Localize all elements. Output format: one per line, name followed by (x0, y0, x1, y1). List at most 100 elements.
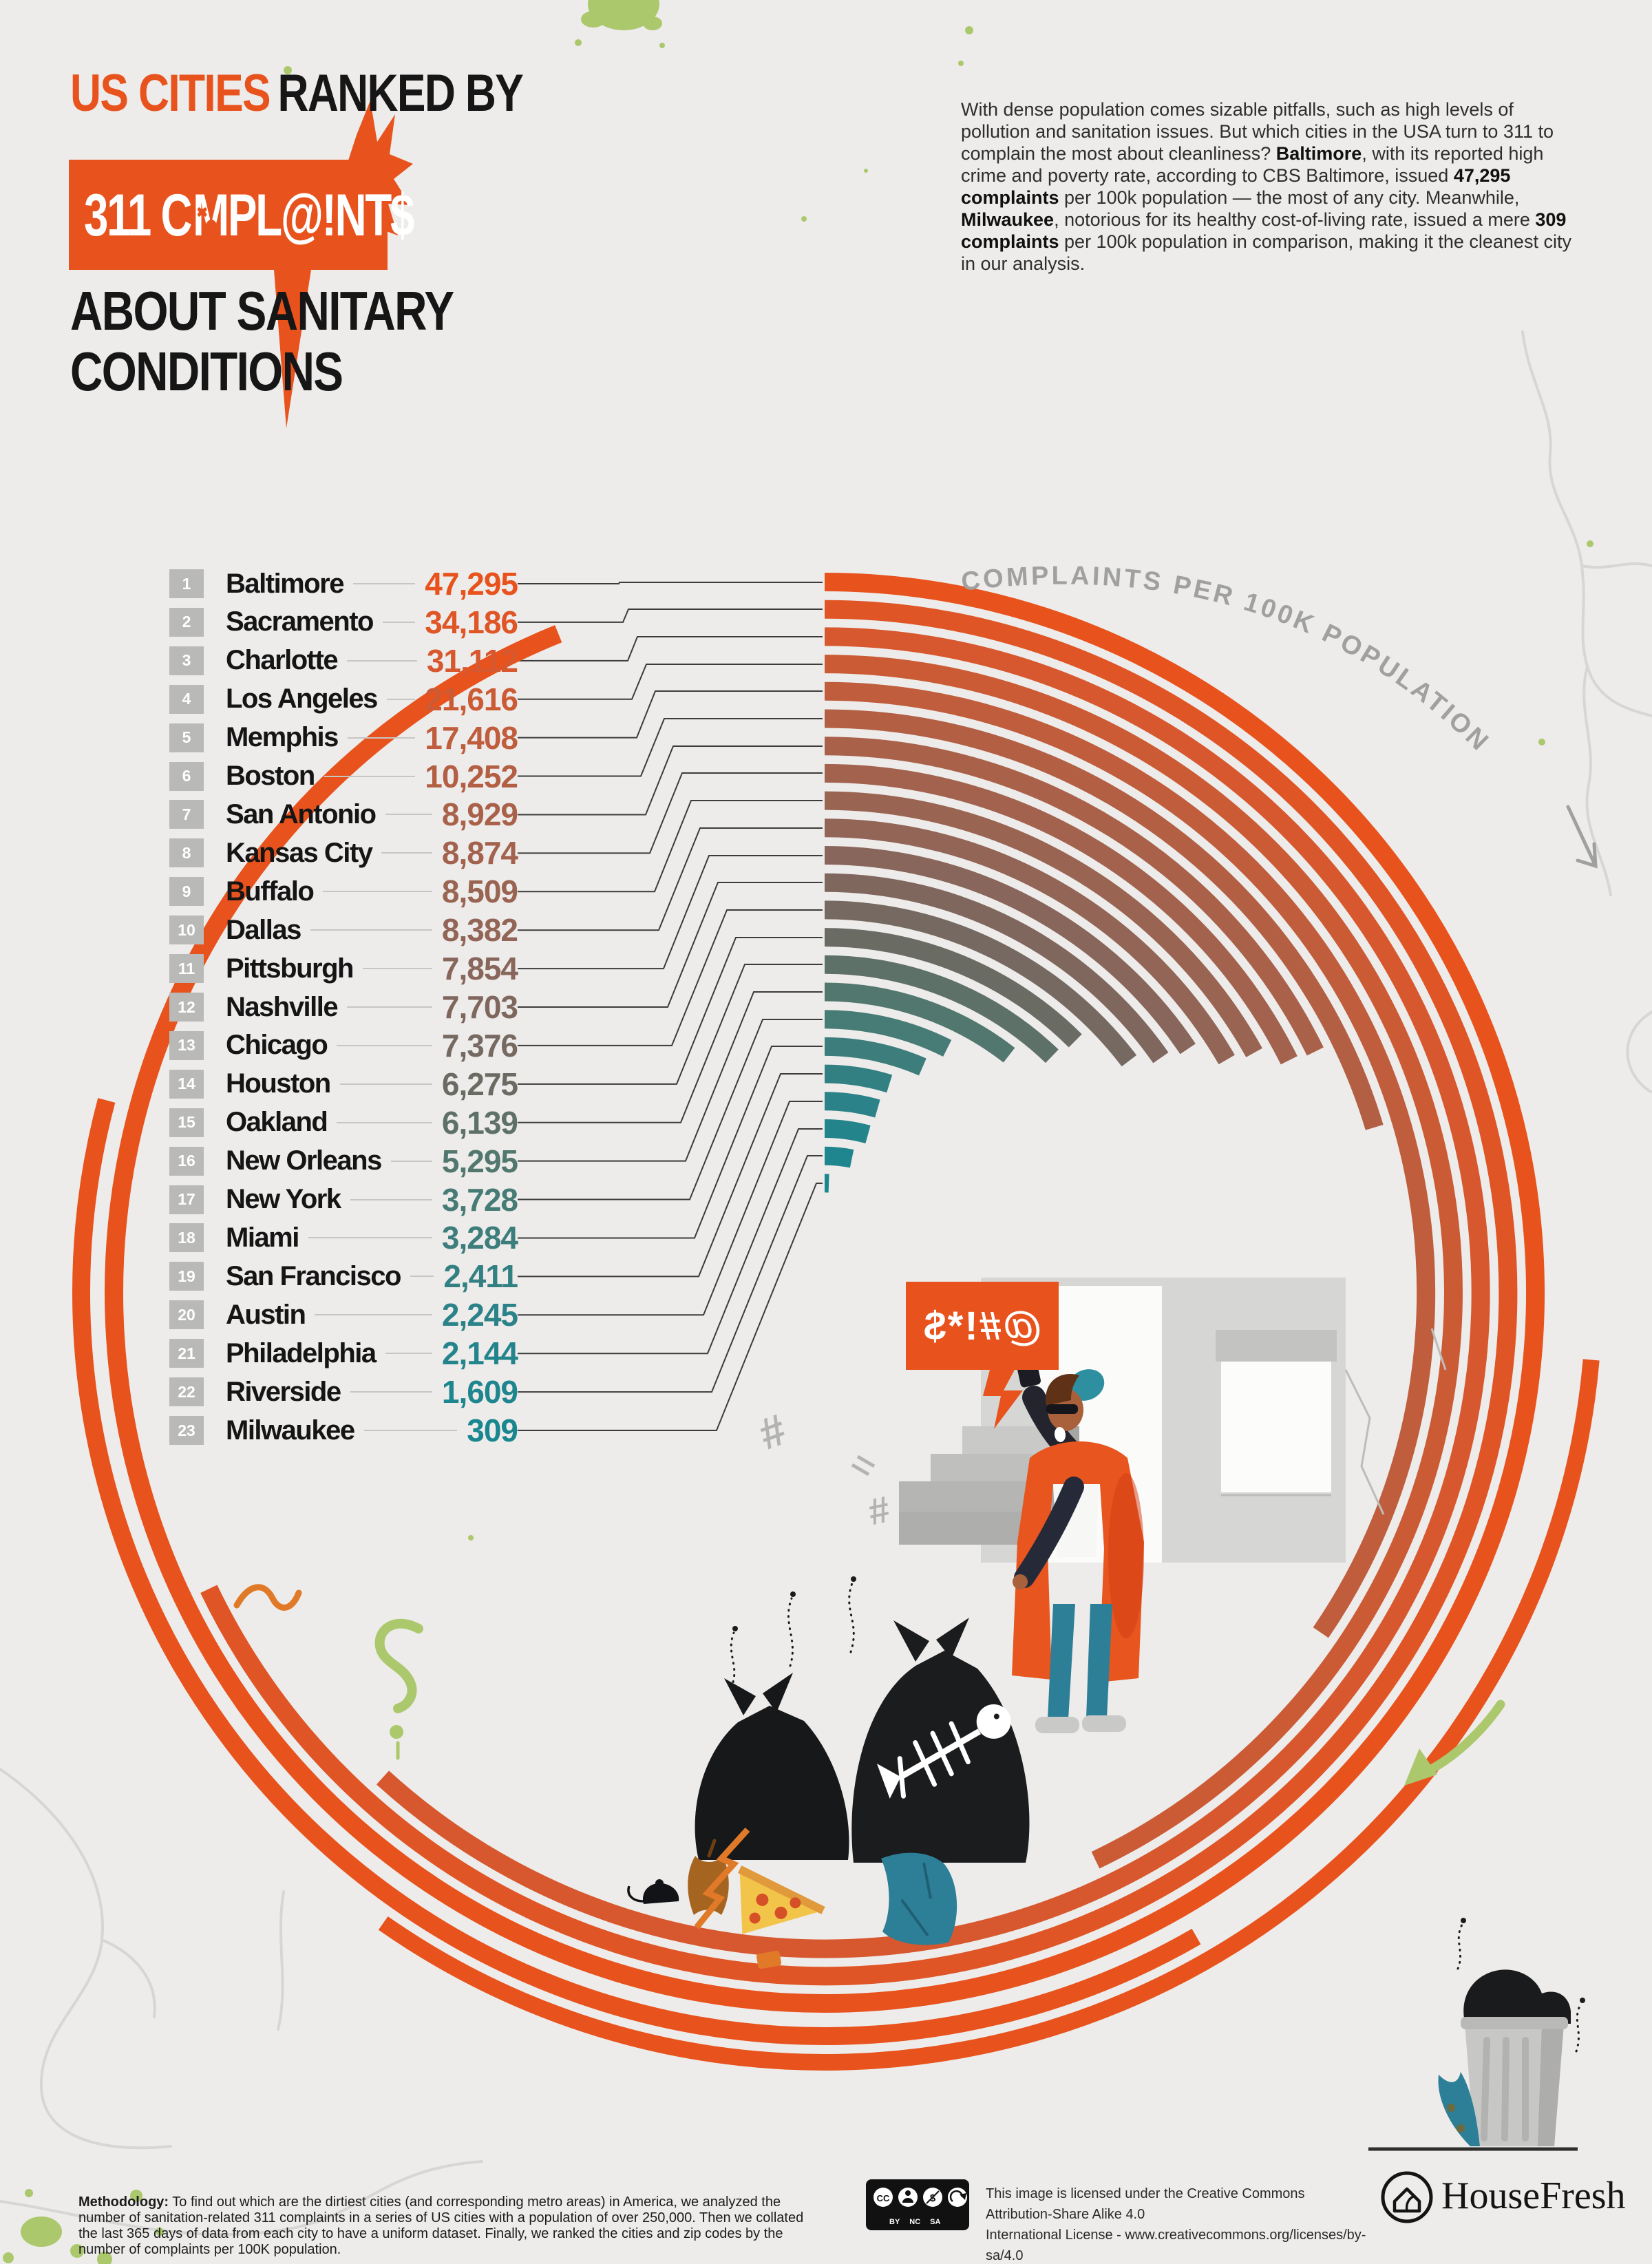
leader-line (518, 1046, 823, 1239)
housefresh-logo-icon (1381, 2171, 1433, 2223)
radial-bar-charlotte (376, 627, 1490, 1958)
wall-cracks (1221, 1328, 1447, 1515)
radial-bar-pittsburgh (824, 846, 1196, 1055)
open-mouth (1054, 1427, 1066, 1442)
cc-label: BY (889, 2218, 900, 2226)
cc-icon: CC (877, 2193, 890, 2203)
complaints-value: 3,728 (441, 1181, 518, 1218)
trash-bags (695, 1618, 1030, 1863)
row-connector-line (382, 621, 416, 623)
sunglasses-icon (1046, 1404, 1078, 1414)
hash-graffiti-icon: # (752, 1404, 792, 1459)
leader-line (518, 609, 823, 623)
brand-wordmark: HouseFresh (1441, 2175, 1626, 2217)
complaints-value: 6,139 (441, 1104, 518, 1141)
page-subtitle: ABOUT SANITARY CONDITIONS (70, 280, 454, 402)
leader-line (518, 964, 823, 1123)
complaints-value: 21,616 (425, 681, 518, 717)
rank-row-baltimore: 1 Baltimore 47,295 (169, 566, 518, 602)
leader-line (518, 1101, 823, 1316)
row-connector-line (386, 698, 416, 700)
doodles (233, 1584, 1505, 1929)
rank-row-new-orleans: 16 New Orleans 5,295 (169, 1143, 518, 1179)
discarded-jeans (881, 1852, 957, 1945)
complaints-value: 309 (467, 1413, 518, 1449)
rank-row-los-angeles: 4 Los Angeles 21,616 (169, 681, 518, 717)
rank-row-kansas-city: 8 Kansas City 8,874 (169, 835, 518, 871)
map-river-lines (0, 330, 1652, 2236)
methodology-label: Methodology: (78, 2194, 169, 2210)
methodology-text: To find out which are the dirtiest citie… (78, 2194, 804, 2257)
city-name: Oakland (226, 1107, 328, 1138)
speech-bubble-text: @#!*$ (922, 1303, 1042, 1348)
rank-row-san-francisco: 19 San Francisco 2,411 (169, 1258, 518, 1294)
rank-badge: 9 (169, 877, 204, 907)
leader-line (518, 690, 823, 739)
rank-badge: 12 (169, 993, 204, 1022)
row-connector-line (350, 1198, 432, 1200)
city-name: Miami (226, 1222, 299, 1253)
rank-badge: 13 (169, 1030, 204, 1060)
row-connector-line (347, 737, 416, 739)
scratch-marks (851, 1454, 876, 1477)
city-name: Milwaukee (226, 1415, 355, 1446)
row-connector-line (385, 814, 432, 816)
subtitle-line: ABOUT SANITARY (70, 280, 454, 341)
rank-badge: 11 (169, 954, 204, 984)
city-name: Dallas (226, 914, 301, 945)
complaints-value: 47,295 (425, 566, 518, 602)
subtitle-line: CONDITIONS (70, 341, 343, 402)
paint-splats (3, 0, 1593, 2264)
row-connector-line (390, 1160, 432, 1162)
complaints-value: 3,284 (441, 1220, 518, 1256)
leader-line (518, 772, 823, 854)
radial-bar-nashville (824, 873, 1169, 1064)
rank-row-chicago: 13 Chicago 7,376 (169, 1028, 518, 1064)
coat-spray-texture (1108, 1473, 1144, 1638)
leader-line (518, 855, 823, 970)
svg-text:$: $ (930, 2192, 936, 2204)
rank-badge: 23 (169, 1416, 204, 1446)
row-connector-line (362, 968, 432, 970)
row-connector-line (350, 1391, 432, 1393)
complaints-value: 8,929 (441, 796, 518, 833)
leader-line (518, 745, 823, 816)
complaints-value: 7,854 (441, 951, 518, 987)
cc-nc-icon: $ (926, 2190, 940, 2204)
city-name: Memphis (226, 722, 339, 753)
row-connector-line (353, 583, 416, 584)
rank-badge: 8 (169, 838, 204, 868)
rank-row-memphis: 5 Memphis 17,408 (169, 720, 518, 756)
leader-line (518, 1155, 823, 1393)
squiggle-doodle (233, 1584, 302, 1611)
rank-badge: 7 (169, 800, 204, 829)
front-arm (1014, 1477, 1084, 1588)
rank-badge: 6 (169, 761, 204, 791)
radial-bar-chicago (824, 900, 1137, 1067)
banner-text-post: MPL@!NT$ (193, 182, 414, 248)
decorative-arc-2 (378, 1359, 1600, 2071)
axis-arrow-icon (1566, 805, 1598, 869)
row-connector-line (337, 1121, 432, 1123)
radial-bar-buffalo (824, 791, 1262, 1057)
row-connector-line (385, 1353, 432, 1355)
fish-skeleton-icon (876, 1704, 1011, 1799)
flies (732, 1576, 856, 1631)
license-line: This image is licensed under the Creativ… (986, 2186, 1305, 2222)
rank-row-new-york: 17 New York 3,728 (169, 1181, 518, 1218)
rank-badge: 4 (169, 684, 204, 714)
license-note: This image is licensed under the Creativ… (986, 2183, 1371, 2264)
radial-bar-baltimore (105, 573, 1545, 2013)
leader-line (518, 882, 823, 1008)
rank-row-buffalo: 9 Buffalo 8,509 (169, 874, 518, 909)
cc-by-icon (902, 2190, 913, 2203)
city-name: Sacramento (226, 606, 374, 637)
city-name: New York (226, 1184, 341, 1215)
rank-row-houston: 14 Houston 6,275 (169, 1066, 518, 1102)
row-connector-line (337, 1044, 432, 1046)
radial-bar-houston (824, 928, 1082, 1048)
city-name: Boston (226, 761, 315, 792)
speech-bubble (906, 1282, 1059, 1429)
banner-title: 311 C MPL@!NT$ (84, 173, 414, 257)
license-line: International License - www.creativecomm… (986, 2228, 1366, 2263)
